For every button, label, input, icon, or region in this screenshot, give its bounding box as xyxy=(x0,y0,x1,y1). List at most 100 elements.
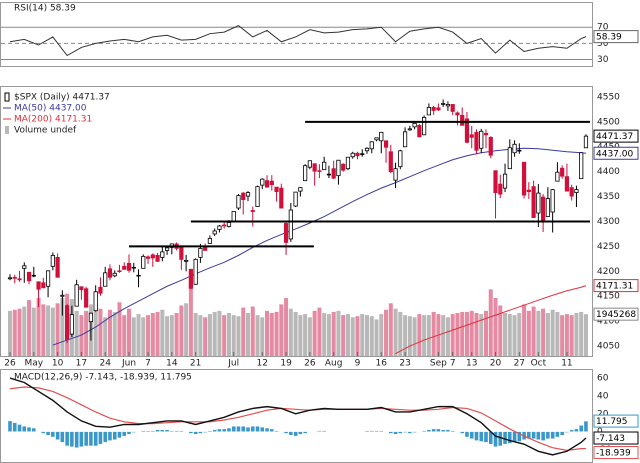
candle-body xyxy=(493,170,498,194)
macd-histogram-bar xyxy=(507,431,512,444)
y-tick-label: 70 xyxy=(597,23,609,33)
volume-bar xyxy=(507,314,512,356)
value-box xyxy=(593,431,639,445)
candle-body xyxy=(326,173,332,176)
x-tick-label: May xyxy=(24,359,43,369)
volume-bar xyxy=(293,311,298,356)
volume-bar xyxy=(46,305,51,356)
macd-histogram-bar xyxy=(293,431,298,437)
candle-body xyxy=(383,140,389,148)
moving-average-line xyxy=(395,285,587,354)
macd-histogram-bar xyxy=(102,431,108,443)
volume-bar xyxy=(84,310,89,356)
macd-histogram-bar xyxy=(160,429,165,432)
volume-bar xyxy=(303,314,308,356)
macd-histogram-bar xyxy=(117,431,122,439)
volume-bar xyxy=(103,317,108,356)
volume-bar xyxy=(17,308,22,356)
candle-body xyxy=(207,238,213,244)
volume-bar xyxy=(583,314,588,356)
macd-histogram-bar xyxy=(41,431,46,434)
macd-histogram-bar xyxy=(407,431,413,434)
candle-body xyxy=(526,189,531,193)
macd-histogram-bar xyxy=(255,426,260,432)
value-box xyxy=(593,129,639,143)
macd-histogram-bar xyxy=(464,431,470,438)
candle-body xyxy=(464,118,470,143)
macd-histogram-bar xyxy=(574,428,579,432)
candle-body xyxy=(431,107,436,111)
candle-body xyxy=(483,132,489,136)
candle-body xyxy=(212,230,217,235)
macd-histogram-bar xyxy=(426,429,432,432)
value-box-label: -18.939 xyxy=(596,449,631,459)
volume-bar xyxy=(322,313,327,356)
y-tick-label: 4200 xyxy=(597,267,620,277)
candle-body xyxy=(507,147,512,170)
volume-bar xyxy=(231,315,236,356)
macd-histogram-bar xyxy=(388,431,393,434)
candle-body xyxy=(250,210,255,212)
volume-bar xyxy=(531,306,536,356)
x-tick-label: 11 xyxy=(561,359,572,369)
candle-body xyxy=(60,294,65,297)
volume-bar xyxy=(517,313,522,356)
volume-bar xyxy=(550,309,555,356)
volume-bar xyxy=(441,315,446,356)
volume-bar xyxy=(127,308,131,356)
candle-body xyxy=(441,103,446,105)
volume-bar xyxy=(450,314,455,356)
volume-bar xyxy=(255,315,260,356)
candle-body xyxy=(260,178,265,186)
volume-bar xyxy=(50,307,55,356)
volume-bar xyxy=(8,310,12,356)
candle-body xyxy=(388,151,393,173)
volume-bar xyxy=(93,306,98,356)
candle-body xyxy=(498,183,503,195)
value-box-label: -7.143 xyxy=(596,434,625,444)
value-box-label: 58.39 xyxy=(596,33,622,43)
candle-body xyxy=(293,191,298,207)
candle-body xyxy=(521,161,527,196)
candle-body xyxy=(307,160,312,168)
x-tick-label: 7 xyxy=(145,359,151,369)
volume-bar xyxy=(226,313,231,356)
volume-bar xyxy=(307,317,312,356)
candle-body xyxy=(541,196,546,222)
volume-bar xyxy=(260,317,265,356)
candle-body xyxy=(517,149,522,152)
volume-bar xyxy=(279,304,284,356)
volume-bar xyxy=(169,315,174,356)
candle-body xyxy=(155,254,160,262)
volume-bar xyxy=(379,314,384,356)
volume-bar xyxy=(360,314,365,356)
macd-histogram-bar xyxy=(393,431,398,435)
volume-bar xyxy=(417,314,422,356)
macd-histogram-bar xyxy=(131,431,136,433)
candle-body xyxy=(364,147,370,152)
volume-legend: Volume undef xyxy=(14,126,77,136)
y-tick-label: 4100 xyxy=(597,317,620,327)
macd-histogram-bar xyxy=(460,431,465,434)
x-tick-label: 21 xyxy=(190,359,201,369)
macd-histogram-bar xyxy=(474,431,479,441)
candle-body xyxy=(336,159,341,177)
candle-body xyxy=(98,286,103,294)
volume-bar xyxy=(412,317,417,356)
value-box-label: 1945268 xyxy=(596,310,636,320)
macd-histogram-bar xyxy=(164,429,170,432)
candle-body xyxy=(374,137,379,141)
macd-histogram-bar xyxy=(493,431,498,448)
volume-bar xyxy=(341,315,346,356)
macd-histogram-bar xyxy=(45,431,51,436)
macd-histogram-bar xyxy=(402,431,408,433)
volume-bar xyxy=(579,311,584,356)
y-tick-label: 4250 xyxy=(597,242,620,252)
legend-swatch xyxy=(5,126,9,134)
macd-histogram-bar xyxy=(155,429,160,432)
macd-histogram-bar xyxy=(498,431,503,447)
volume-bar xyxy=(269,313,274,356)
candle-body xyxy=(422,116,427,136)
macd-histogram-bar xyxy=(531,431,536,439)
volume-bar xyxy=(498,305,503,356)
